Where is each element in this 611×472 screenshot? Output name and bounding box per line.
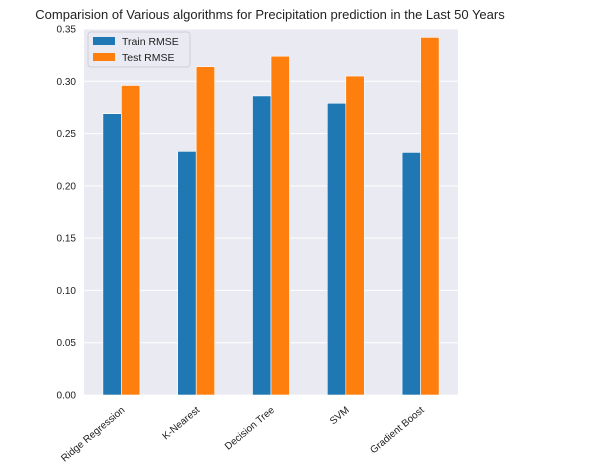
legend-swatch-train-rmse [93,37,115,45]
x-tick-label: Ridge Regression [59,405,127,465]
y-tick-label: 0.10 [57,286,77,297]
bar-train-rmse-gradient-boost [401,152,421,396]
y-tick-label: 0.35 [57,25,77,36]
bars [102,37,440,396]
legend-label-test-rmse: Test RMSE [122,52,175,64]
x-tick-label: Decision Tree [223,405,277,453]
legend: Train RMSE Test RMSE [87,31,191,68]
bar-test-rmse-svm [345,75,365,396]
bar-train-rmse-decision-tree [252,95,272,396]
bar-test-rmse-k-nearest [195,66,215,396]
x-tick-label: SVM [328,405,352,427]
x-axis-ticks: Ridge Regression K-Nearest Decision Tree SV… [59,405,426,465]
y-tick-label: 0.30 [57,77,77,88]
y-axis-ticks: 0.00 0.05 0.10 0.15 0.20 0.25 0.30 0.35 [57,25,77,402]
chart-title: Comparision of Various algorithms for Pr… [35,7,505,22]
y-tick-label: 0.25 [57,129,77,140]
x-tick-label: Gradient Boost [368,405,426,456]
bar-train-rmse-svm [326,102,347,396]
y-tick-label: 0.20 [57,181,77,192]
bar-test-rmse-ridge-regression [121,85,141,396]
y-tick-label: 0.05 [57,338,77,349]
bar-test-rmse-decision-tree [270,55,290,396]
bar-test-rmse-gradient-boost [420,37,440,396]
y-tick-label: 0.00 [57,391,77,402]
y-tick-label: 0.15 [57,234,77,245]
bar-train-rmse-ridge-regression [102,113,122,396]
bar-train-rmse-k-nearest [177,151,197,396]
legend-swatch-test-rmse [93,53,115,61]
legend-label-train-rmse: Train RMSE [122,36,179,48]
x-tick-label: K-Nearest [161,405,203,443]
